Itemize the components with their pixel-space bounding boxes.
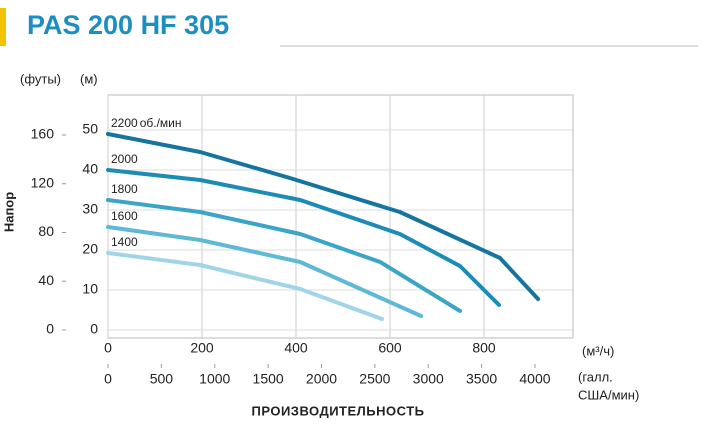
curve-label: 2000 xyxy=(111,152,138,166)
x2-unit: США/мин) xyxy=(578,387,639,402)
x-tick-label: 800 xyxy=(472,340,496,356)
x2-tick-label: 500 xyxy=(150,371,174,387)
x2-tick-label: 1500 xyxy=(253,371,284,387)
speed-curve xyxy=(106,225,424,318)
x2-tick-label: 2000 xyxy=(306,371,337,387)
x-tick-label: 200 xyxy=(190,340,214,356)
y-tick-label: 40 xyxy=(82,161,98,177)
curve-label: 2200 xyxy=(111,116,138,130)
chart-title: PAS 200 HF 305 xyxy=(27,10,229,40)
y-unit: (м) xyxy=(80,71,98,86)
title-accent xyxy=(0,8,6,46)
x-tick-label: 600 xyxy=(378,340,402,356)
y-tick-label: 50 xyxy=(82,121,98,137)
x-axis-label: ПРОИЗВОДИТЕЛЬНОСТЬ xyxy=(252,403,425,418)
x2-tick-label: 3500 xyxy=(466,371,497,387)
y-tick-label: 30 xyxy=(82,201,98,217)
curve-label: 1400 xyxy=(111,235,138,249)
x-tick-label: 0 xyxy=(104,340,112,356)
x2-tick-label: 4000 xyxy=(519,371,550,387)
x2-tick-label: 2500 xyxy=(359,371,390,387)
plot-frame xyxy=(107,94,574,339)
speed-curve xyxy=(106,132,541,301)
curve-label: 1800 xyxy=(111,182,138,196)
y2-tick-label: 40 xyxy=(38,272,54,288)
y2-unit: (футы) xyxy=(20,71,61,86)
speed-curve xyxy=(106,168,502,307)
y2-tick-label: 80 xyxy=(38,223,54,239)
curve-label: 1600 xyxy=(111,209,138,223)
y-tick-label: 10 xyxy=(82,281,98,297)
y-tick-label: 0 xyxy=(90,321,98,337)
speed-curve xyxy=(106,251,385,321)
speed-unit: об./мин xyxy=(140,116,182,130)
x2-unit: (галл. xyxy=(578,369,613,384)
y2-tick-label: 160 xyxy=(31,126,55,142)
x2-tick-label: 3000 xyxy=(413,371,444,387)
y2-tick-label: 120 xyxy=(31,174,55,190)
y2-tick-label: 0 xyxy=(46,321,54,337)
x-unit: (м³/ч) xyxy=(582,343,614,358)
y-axis-label: Напор xyxy=(1,192,16,232)
x2-tick-label: 1000 xyxy=(199,371,230,387)
x2-tick-label: 0 xyxy=(104,371,112,387)
speed-curve xyxy=(106,198,463,313)
x-tick-label: 400 xyxy=(284,340,308,356)
y-tick-label: 20 xyxy=(82,241,98,257)
